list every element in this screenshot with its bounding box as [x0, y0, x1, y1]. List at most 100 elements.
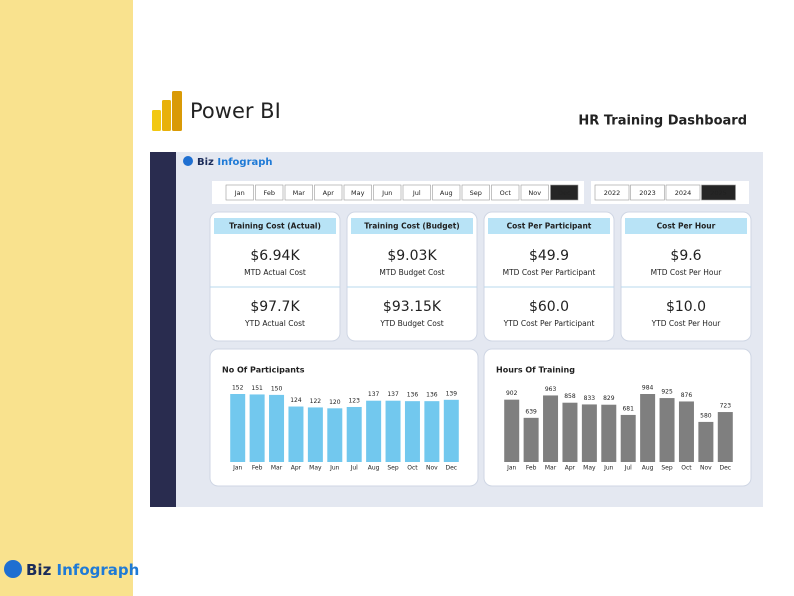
kpi-mtd-value: $9.6	[670, 248, 701, 264]
logo-word: Biz	[26, 561, 52, 579]
kpi-ytd-value: $60.0	[529, 299, 569, 315]
x-tick-label: May	[583, 465, 596, 472]
dashboard-title: HR Training Dashboard	[578, 114, 747, 129]
kpi-ytd-value: $10.0	[666, 299, 706, 315]
value-label: 639	[525, 408, 537, 415]
month-label[interactable]: May	[351, 189, 365, 197]
month-label[interactable]: Mar	[293, 189, 306, 197]
chart-title: Hours Of Training	[496, 366, 575, 375]
month-button[interactable]	[432, 184, 461, 201]
kpi-ytd-label: YTD Budget Cost	[379, 319, 443, 328]
month-button[interactable]	[225, 184, 254, 201]
logo-word: Infograph	[57, 561, 140, 579]
bar	[366, 400, 382, 462]
month-button[interactable]	[373, 184, 402, 201]
logo-word: Infograph	[217, 157, 272, 168]
month-label[interactable]: Jun	[381, 189, 392, 197]
month-button[interactable]	[284, 184, 313, 201]
x-tick-label: Jan	[232, 465, 242, 472]
kpi-header: Training Cost (Actual)	[229, 222, 321, 231]
year-button[interactable]	[630, 184, 665, 201]
value-label: 123	[348, 397, 360, 404]
bar	[249, 394, 265, 462]
kpi-card	[346, 211, 478, 342]
month-label[interactable]: Feb	[263, 189, 275, 197]
kpi-card	[483, 211, 615, 342]
value-label: 963	[545, 386, 557, 393]
month-label[interactable]: Sep	[470, 189, 482, 197]
value-label: 580	[700, 412, 712, 419]
value-label: 136	[407, 392, 419, 399]
bar	[601, 404, 617, 462]
month-label[interactable]: Nov	[528, 189, 541, 197]
value-label: 984	[642, 385, 654, 392]
x-tick-label: Aug	[642, 465, 654, 472]
month-button[interactable]	[343, 184, 372, 201]
year-button[interactable]	[665, 184, 701, 201]
logo-icon	[183, 156, 193, 166]
year-label[interactable]: 2024	[675, 189, 692, 197]
powerbi-logo	[152, 91, 182, 131]
bar	[659, 398, 675, 462]
kpi-ytd-value: $97.7K	[250, 299, 300, 315]
logo-word: Biz	[197, 157, 214, 168]
x-tick-label: May	[309, 465, 322, 472]
value-label: 829	[603, 395, 615, 402]
bar	[698, 421, 714, 462]
x-tick-label: Jul	[350, 465, 359, 472]
year-button[interactable]	[701, 184, 736, 201]
month-button[interactable]	[314, 184, 343, 201]
value-label: 925	[661, 389, 673, 396]
x-tick-label: Oct	[407, 465, 418, 472]
kpi-mtd-label: MTD Cost Per Participant	[503, 268, 596, 277]
chart-title: No Of Participants	[222, 366, 305, 375]
month-label[interactable]: Apr	[323, 189, 335, 197]
value-label: 139	[446, 390, 458, 397]
bar	[523, 417, 539, 462]
value-label: 120	[329, 399, 341, 406]
value-label: 858	[564, 393, 576, 400]
kpi-ytd-label: YTD Cost Per Hour	[651, 319, 722, 328]
bar	[678, 401, 694, 462]
month-label[interactable]: Oct	[500, 189, 512, 197]
bar	[404, 401, 420, 462]
value-label: 122	[310, 398, 322, 405]
x-tick-label: Jun	[603, 465, 614, 472]
month-button[interactable]	[491, 184, 520, 201]
panel-logo: Biz Infograph	[197, 157, 273, 168]
value-label: 137	[368, 391, 380, 398]
value-label: 151	[251, 385, 263, 392]
x-tick-label: Mar	[545, 465, 557, 472]
month-button[interactable]	[550, 184, 579, 201]
x-tick-label: Jul	[624, 465, 633, 472]
month-label[interactable]: Jul	[412, 189, 421, 197]
kpi-header: Cost Per Hour	[657, 222, 716, 231]
month-button[interactable]	[461, 184, 490, 201]
value-label: 137	[387, 391, 399, 398]
product-name: Power BI	[190, 99, 281, 123]
bar	[640, 394, 656, 462]
logo-icon	[4, 560, 22, 578]
month-label[interactable]: Aug	[440, 189, 453, 197]
x-tick-label: Dec	[719, 465, 731, 472]
month-button[interactable]	[402, 184, 431, 201]
kpi-header-band	[625, 218, 747, 234]
year-label[interactable]: 2025	[710, 189, 727, 197]
kpi-mtd-label: MTD Actual Cost	[244, 268, 306, 277]
x-tick-label: Sep	[661, 465, 673, 472]
year-label[interactable]: 2022	[604, 189, 621, 197]
month-button[interactable]	[520, 184, 549, 201]
year-label[interactable]: 2023	[639, 189, 656, 197]
year-button[interactable]	[594, 184, 630, 201]
kpi-card	[620, 211, 752, 342]
side-strip	[0, 0, 133, 596]
brand-logo: Biz Infograph	[26, 561, 139, 579]
month-label[interactable]: Jan	[234, 189, 245, 197]
value-label: 723	[720, 403, 732, 410]
kpi-mtd-value: $6.94K	[250, 248, 300, 264]
bar	[288, 406, 304, 462]
month-label[interactable]: Dec	[558, 189, 571, 197]
month-button[interactable]	[255, 184, 284, 201]
